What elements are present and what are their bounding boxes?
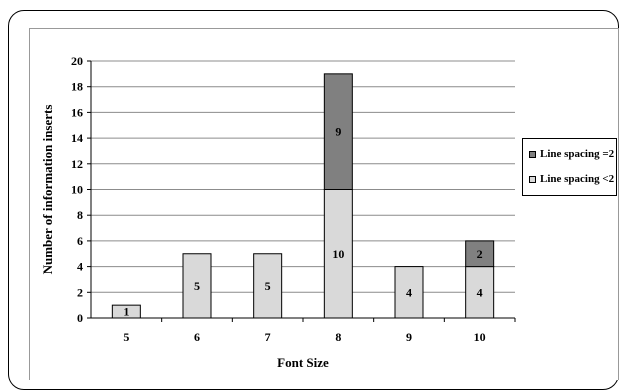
- data-label-6-series-0: 5: [194, 279, 200, 293]
- legend-swatch-dark: [529, 150, 536, 158]
- y-axis-title: Number of information inserts: [40, 105, 55, 275]
- bars: 1 5 5 10 9 4 4 2: [111, 73, 495, 319]
- bar-10-series-1: [465, 240, 495, 268]
- y-tick-label-8: 8: [77, 208, 83, 222]
- y-tick-label-10: 10: [71, 183, 83, 197]
- bar-8-series-0: [323, 189, 353, 319]
- y-tick-label-6: 6: [77, 234, 83, 248]
- y-tick-label-12: 12: [71, 157, 83, 171]
- bar-8-series-1: [323, 73, 353, 190]
- x-tick-label-5: 5: [123, 330, 129, 344]
- data-label-10-series-0: 4: [477, 285, 483, 299]
- x-axis-title: Font Size: [277, 355, 329, 370]
- bar-6-series-0: [182, 253, 212, 319]
- y-tick-label-14: 14: [71, 131, 83, 145]
- y-tick-label-20: 20: [71, 54, 83, 68]
- axes: [87, 60, 516, 322]
- x-tick-label-6: 6: [194, 330, 200, 344]
- legend-item-line-spacing-2: Line spacing =2: [529, 147, 614, 161]
- data-label-10-series-1: 2: [477, 247, 483, 261]
- legend-swatch-light: [529, 175, 536, 183]
- y-tick-label-16: 16: [71, 105, 83, 119]
- legend-label-line-spacing-2: Line spacing =2: [540, 148, 615, 160]
- y-tick-label-18: 18: [71, 80, 83, 94]
- x-tick-label-8: 8: [335, 330, 341, 344]
- y-tick-label-0: 0: [77, 311, 83, 325]
- y-tick-label-2: 2: [77, 285, 83, 299]
- data-label-8-series-1: 9: [335, 125, 341, 139]
- x-tick-label-10: 10: [474, 330, 486, 344]
- legend-label-line-spacing-lt2: Line spacing <2: [540, 173, 615, 185]
- legend: Line spacing =2 Line spacing <2: [522, 138, 617, 196]
- data-label-5-series-0: 1: [123, 305, 129, 319]
- y-tick-label-4: 4: [77, 260, 83, 274]
- data-label-7-series-0: 5: [265, 279, 271, 293]
- x-tick-label-9: 9: [406, 330, 412, 344]
- gridlines: [91, 60, 515, 293]
- legend-item-line-spacing-lt2: Line spacing <2: [529, 172, 614, 186]
- x-tick-label-7: 7: [265, 330, 271, 344]
- stacked-bar-chart: 1 5 5 10 9 4 4 2 0 2 4 6 8 10 12 14 16 18 20 5 6 7 8 9 10 Font …: [40, 54, 516, 370]
- data-label-9-series-0: 4: [406, 285, 412, 299]
- data-label-8-series-0: 10: [332, 247, 344, 261]
